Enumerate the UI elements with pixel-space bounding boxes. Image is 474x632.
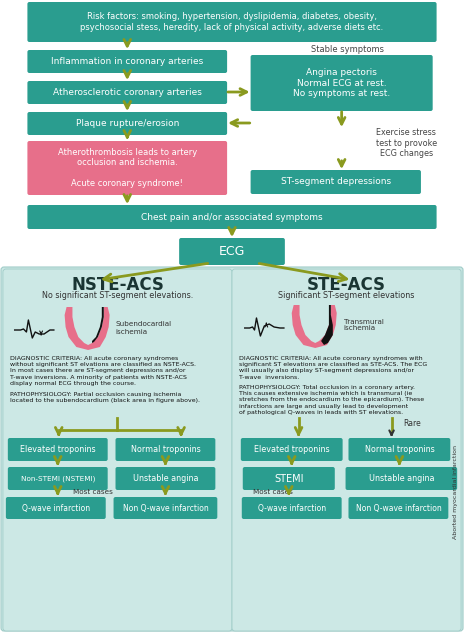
Text: Chest pain and/or associated symptoms: Chest pain and/or associated symptoms (141, 212, 323, 221)
Text: NSTE-ACS: NSTE-ACS (71, 276, 164, 294)
Text: Inflammation in coronary arteries: Inflammation in coronary arteries (51, 57, 203, 66)
Text: Exercise stress
test to provoke
ECG changes: Exercise stress test to provoke ECG chan… (376, 128, 437, 158)
FancyBboxPatch shape (27, 50, 227, 73)
Text: DIAGNOSTIC CRITERIA: All acute coronary syndromes
without significant ST elvatio: DIAGNOSTIC CRITERIA: All acute coronary … (10, 356, 196, 386)
Polygon shape (92, 307, 104, 343)
Polygon shape (64, 307, 109, 350)
Text: Q-wave infarction: Q-wave infarction (258, 504, 326, 513)
FancyBboxPatch shape (27, 81, 227, 104)
Text: ST-segment depressions: ST-segment depressions (281, 178, 391, 186)
Text: Elevated troponins: Elevated troponins (20, 445, 96, 454)
FancyBboxPatch shape (3, 269, 232, 631)
Text: Non-STEMI (NSTEMI): Non-STEMI (NSTEMI) (20, 475, 95, 482)
FancyBboxPatch shape (179, 238, 285, 265)
FancyBboxPatch shape (27, 141, 227, 195)
Text: Atherosclerotic coronary arteries: Atherosclerotic coronary arteries (53, 88, 202, 97)
FancyBboxPatch shape (116, 467, 215, 490)
FancyBboxPatch shape (6, 497, 106, 519)
Text: Unstable angina: Unstable angina (369, 474, 434, 483)
Text: Plaque rupture/erosion: Plaque rupture/erosion (75, 119, 179, 128)
FancyBboxPatch shape (251, 170, 421, 194)
Text: Non Q-wave infarction: Non Q-wave infarction (356, 504, 441, 513)
FancyBboxPatch shape (8, 467, 108, 490)
FancyBboxPatch shape (27, 2, 437, 42)
Text: Significant ST-segment elevations: Significant ST-segment elevations (278, 291, 415, 300)
FancyBboxPatch shape (241, 438, 343, 461)
FancyBboxPatch shape (114, 497, 217, 519)
Text: Subendocardial
ischemia: Subendocardial ischemia (116, 322, 172, 334)
FancyBboxPatch shape (346, 467, 457, 490)
FancyBboxPatch shape (1, 267, 463, 631)
FancyBboxPatch shape (251, 55, 433, 111)
Text: Risk factors: smoking, hypertension, dyslipidemia, diabetes, obesity,
psychosoci: Risk factors: smoking, hypertension, dys… (81, 12, 383, 32)
Text: Stable symptoms: Stable symptoms (311, 46, 384, 54)
Text: Normal troponins: Normal troponins (365, 445, 434, 454)
Text: Angina pectoris
Normal ECG at rest.
No symptoms at rest.: Angina pectoris Normal ECG at rest. No s… (293, 68, 390, 98)
Text: DIAGNOSTIC CRITERIA: All acute coronary syndromes with
significant ST elevations: DIAGNOSTIC CRITERIA: All acute coronary … (239, 356, 427, 380)
Polygon shape (321, 305, 333, 345)
FancyBboxPatch shape (27, 112, 227, 135)
Text: Normal troponins: Normal troponins (130, 445, 201, 454)
FancyBboxPatch shape (27, 205, 437, 229)
FancyBboxPatch shape (348, 497, 448, 519)
Polygon shape (292, 305, 337, 348)
Text: PATHOPHYSIOLOGY: Total occlusion in a coronary artery.
This causes extensive isc: PATHOPHYSIOLOGY: Total occlusion in a co… (239, 385, 424, 415)
Text: Atherothrombosis leads to artery
occlusion and ischemia.

Acute coronary syndrom: Atherothrombosis leads to artery occlusi… (58, 148, 197, 188)
Text: Transmural
ischemia: Transmural ischemia (344, 319, 383, 332)
Text: No significant ST-segment elevations.: No significant ST-segment elevations. (42, 291, 193, 300)
FancyBboxPatch shape (243, 467, 335, 490)
Text: Aborted myocardial infarction: Aborted myocardial infarction (453, 445, 458, 539)
Text: ECG: ECG (219, 245, 245, 258)
Text: Most cases: Most cases (253, 489, 292, 495)
Text: Non Q-wave infarction: Non Q-wave infarction (123, 504, 208, 513)
FancyBboxPatch shape (348, 438, 450, 461)
Text: Rare: Rare (403, 420, 421, 428)
FancyBboxPatch shape (242, 497, 342, 519)
Text: Unstable angina: Unstable angina (133, 474, 198, 483)
Text: STEMI: STEMI (274, 473, 303, 483)
Text: Most cases: Most cases (73, 489, 113, 495)
FancyBboxPatch shape (8, 438, 108, 461)
Text: Q-wave infarction: Q-wave infarction (22, 504, 90, 513)
FancyBboxPatch shape (232, 269, 461, 631)
Text: PATHOPHYSIOLOGY: Partial occlusion causing ischemia
located to the subendocardiu: PATHOPHYSIOLOGY: Partial occlusion causi… (10, 392, 200, 403)
FancyBboxPatch shape (116, 438, 215, 461)
Text: Elevated troponins: Elevated troponins (254, 445, 329, 454)
Text: STE-ACS: STE-ACS (307, 276, 386, 294)
